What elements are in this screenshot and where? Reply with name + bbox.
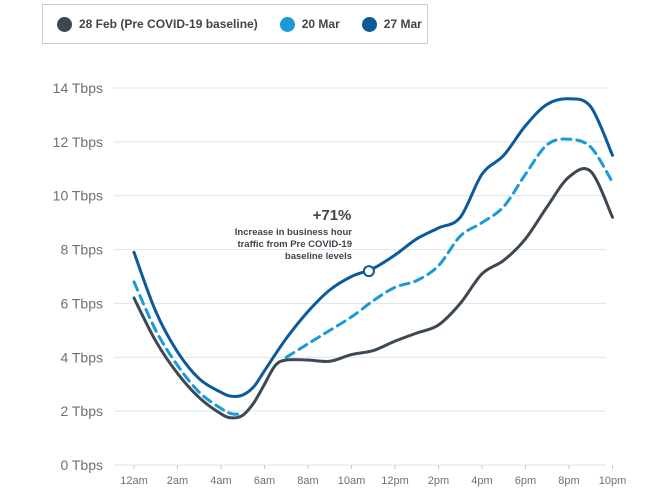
x-tick-label-20: 8pm	[558, 475, 579, 487]
x-tick-label-4: 4am	[210, 475, 231, 487]
series-line-20-mar-1	[132, 280, 245, 416]
annotation-line-2: traffic from Pre COVID-19	[237, 239, 352, 250]
y-tick-label-4: 4 Tbps	[60, 349, 103, 365]
annotation: +71% Increase in business hour traffic f…	[235, 207, 375, 278]
y-axis-ticks: 0 Tbps 2 Tbps 4 Tbps 6 Tbps 8 Tbps 10 Tbps 12 …	[53, 80, 103, 473]
annotation-line-3: baseline levels	[285, 251, 352, 262]
legend-label-20-mar: 20 Mar	[301, 17, 340, 31]
x-tick-label-2: 2am	[167, 475, 188, 487]
x-tick-label-8: 8am	[297, 475, 318, 487]
y-tick-label-2: 2 Tbps	[60, 403, 103, 419]
y-tick-label-10: 10 Tbps	[53, 188, 103, 204]
legend-item-27-mar: 27 Mar	[361, 16, 422, 32]
annotation-headline: +71%	[313, 207, 352, 224]
legend-label-27-mar: 27 Mar	[383, 17, 422, 31]
series-lines	[132, 97, 614, 420]
y-tick-label-8: 8 Tbps	[60, 242, 103, 258]
series-line-27-mar-3	[132, 97, 614, 399]
x-tick-label-12: 12pm	[381, 475, 409, 487]
x-tick-label-16: 4pm	[471, 475, 492, 487]
legend-swatch-27-mar	[361, 16, 377, 32]
annotation-marker	[362, 265, 375, 278]
y-tick-label-12: 12 Tbps	[53, 134, 103, 150]
x-tick-label-18: 6pm	[515, 475, 536, 487]
legend-swatch-20-mar	[279, 16, 295, 32]
legend-item-baseline: 28 Feb (Pre COVID-19 baseline)	[57, 16, 258, 32]
x-tick-label-0: 12am	[120, 475, 148, 487]
x-tick-label-22: 10pm	[599, 475, 627, 487]
y-tick-label-6: 6 Tbps	[60, 295, 103, 311]
y-tick-label-0: 0 Tbps	[60, 457, 103, 473]
x-tick-label-10: 10am	[338, 475, 366, 487]
legend-label-baseline: 28 Feb (Pre COVID-19 baseline)	[79, 17, 258, 31]
x-tick-label-6: 6am	[254, 475, 275, 487]
series-line-20-mar-2	[284, 137, 614, 359]
x-axis-ticks: 12am 2am 4am 6am 8am 10am 12pm 2pm 4pm 6pm 8pm 10pm	[120, 465, 626, 487]
legend: 28 Feb (Pre COVID-19 baseline) 20 Mar 27…	[42, 4, 428, 44]
legend-item-20-mar: 20 Mar	[279, 16, 340, 32]
series-line-28-feb-pre-covid-19-baseline-0	[132, 167, 614, 420]
x-tick-label-14: 2pm	[428, 475, 449, 487]
legend-swatch-baseline	[57, 16, 72, 32]
grid-lines	[114, 87, 606, 466]
annotation-line-1: Increase in business hour	[235, 227, 353, 238]
y-tick-label-14: 14 Tbps	[53, 80, 103, 96]
